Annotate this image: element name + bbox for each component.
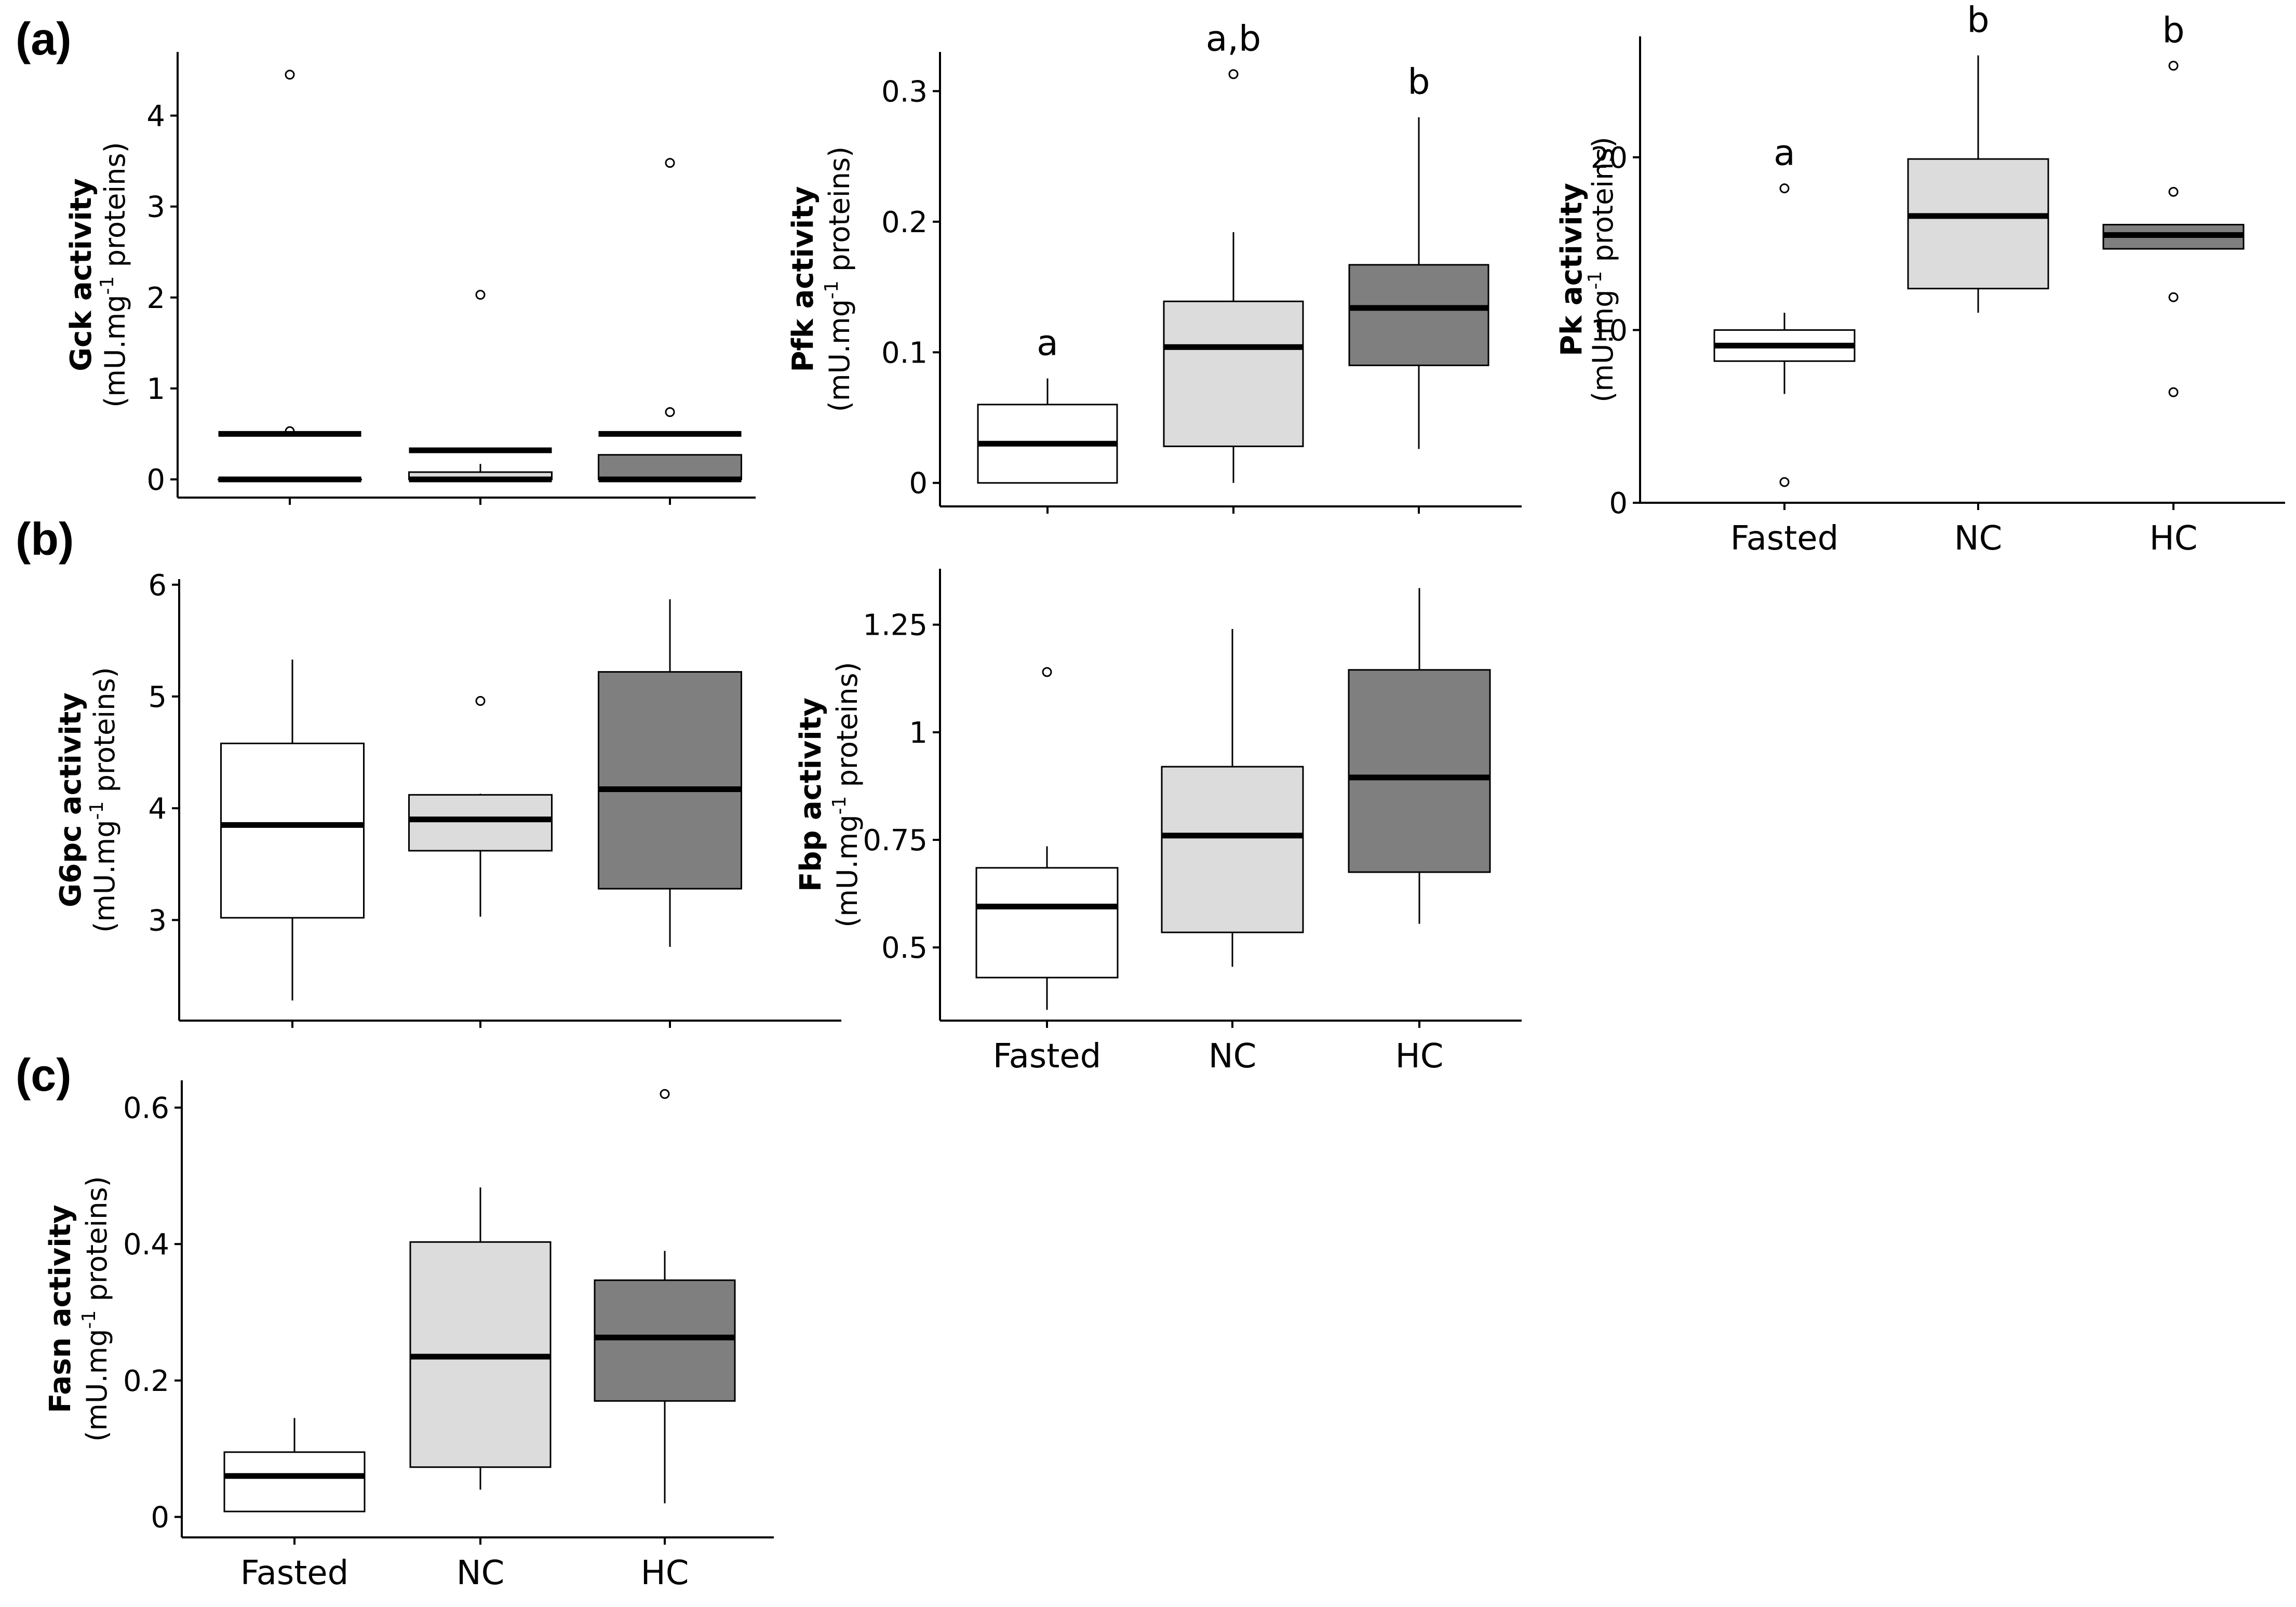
fbp-category-label: NC <box>1209 1037 1257 1076</box>
gck-activity-chart: 0 1 2 3 4 Gck activity (mU.mg-1 proteins) <box>64 52 756 505</box>
gck-y-tick-label: 0 <box>146 463 165 497</box>
fbp-fasted-outlier <box>1042 667 1052 677</box>
fasn-hc-box <box>594 1279 736 1402</box>
pk-category-label: HC <box>2150 519 2198 558</box>
gck-y-axis-title: Gck activity <box>64 178 98 371</box>
g6pc-y-axis-title: G6pc activity <box>54 692 88 907</box>
fbp-y-axis-unit: (mU.mg-1 proteins) <box>829 662 864 927</box>
pfk-hc-box <box>1348 264 1489 366</box>
fasn-hc-outlier <box>660 1089 670 1099</box>
gck-y-tick-label: 3 <box>146 191 165 224</box>
fbp-nc-box <box>1161 766 1304 933</box>
pfk-y-axis-unit: (mU.mg-1 proteins) <box>821 146 856 412</box>
gck-y-tick-label: 2 <box>146 282 165 315</box>
pk-nc-box <box>1907 158 2049 290</box>
pk-y-axis-unit: (mU.mg-1 proteins) <box>1585 137 1619 402</box>
gck-y-axis-unit: (mU.mg-1 proteins) <box>97 142 131 407</box>
gck-hc-box <box>598 454 742 480</box>
fbp-activity-chart: 0.5 0.75 1 1.25 Fasted NC HC Fbp activity (mU.mg… <box>794 569 1522 1076</box>
g6pc-fasted-box <box>220 742 365 919</box>
pk-hc-outlier <box>2168 61 2179 71</box>
fasn-category-label: Fasted <box>240 1554 349 1592</box>
pfk-nc-significance-letter: a,b <box>1206 19 1261 60</box>
fbp-category-label: Fasted <box>993 1037 1102 1076</box>
panel-label-a: (a) <box>16 13 72 64</box>
gck-y-tick-label: 1 <box>146 372 165 406</box>
gck-fasted-outlier <box>285 70 295 80</box>
pk-nc-significance-letter: b <box>1967 0 1989 41</box>
fbp-y-axis-title: Fbp activity <box>794 698 828 892</box>
pk-y-tick-label: 20 <box>1591 141 1628 175</box>
gck-y-tick-label: 4 <box>146 100 165 133</box>
pk-y-axis-title: Pk activity <box>1555 183 1589 356</box>
gck-fasted-outlier <box>285 426 295 436</box>
fasn-activity-chart: 0 0.2 0.4 0.6 Fasted NC HC Fasn activity (mU.mg-… <box>44 1080 774 1592</box>
g6pc-y-tick-label: 5 <box>148 680 167 714</box>
pk-fasted-significance-letter: a <box>1774 133 1795 174</box>
pfk-hc-significance-letter: b <box>1407 62 1430 103</box>
pfk-y-axis-title: Pfk activity <box>786 186 820 372</box>
pfk-y-tick-label: 0.3 <box>881 75 928 109</box>
fbp-fasted-box <box>975 867 1119 979</box>
fasn-y-axis-title: Fasn activity <box>44 1204 77 1413</box>
fasn-category-label: NC <box>456 1554 505 1592</box>
fasn-y-tick-label: 0.6 <box>123 1092 169 1126</box>
g6pc-y-tick-label: 4 <box>148 792 167 826</box>
pfk-fasted-significance-letter: a <box>1037 323 1058 364</box>
pk-y-tick-label: 10 <box>1591 314 1628 347</box>
g6pc-y-axis-unit: (mU.mg-1 proteins) <box>86 667 121 932</box>
fbp-y-tick-label: 1.25 <box>863 609 928 642</box>
pk-category-label: Fasted <box>1730 519 1839 558</box>
fasn-fasted-box <box>223 1451 366 1512</box>
pk-y-tick-label: 0 <box>1609 487 1628 520</box>
pk-hc-outlier <box>2168 292 2179 302</box>
pfk-y-tick-label: 0.1 <box>881 336 928 370</box>
pfk-activity-chart: 0 0.1 0.2 0.3 Pfk activity (mU.mg-1 proteins)… <box>786 19 1522 514</box>
fasn-y-tick-label: 0.4 <box>123 1228 169 1262</box>
pk-category-label: NC <box>1954 519 2003 558</box>
fbp-y-tick-label: 0.5 <box>881 931 928 965</box>
g6pc-nc-box <box>408 794 553 852</box>
pk-hc-outlier <box>2168 186 2179 197</box>
g6pc-activity-chart: 3 4 5 6 G6pc activity (mU.mg-1 proteins) <box>54 569 841 1028</box>
fbp-category-label: HC <box>1395 1037 1444 1076</box>
fasn-category-label: HC <box>641 1554 689 1592</box>
fasn-y-tick-label: 0 <box>151 1501 169 1535</box>
pk-activity-chart: 0 10 20 Fasted NC HC Pk activity(mU.mg-1 prote… <box>1555 0 2285 558</box>
fbp-hc-box <box>1348 669 1491 873</box>
fasn-y-axis-unit: (mU.mg-1 proteins) <box>78 1176 113 1441</box>
panel-label-c: (c) <box>16 1049 72 1101</box>
pk-fasted-outlier <box>1779 477 1790 487</box>
g6pc-hc-box <box>598 671 742 890</box>
g6pc-nc-outlier <box>475 696 486 706</box>
pfk-nc-outlier <box>1228 69 1239 79</box>
gck-hc-outlier <box>665 407 675 417</box>
pk-fasted-outlier <box>1779 183 1790 194</box>
g6pc-y-tick-label: 3 <box>148 904 167 938</box>
g6pc-y-tick-label: 6 <box>148 569 167 602</box>
pfk-y-tick-label: 0 <box>909 467 928 501</box>
panel-label-b: (b) <box>16 513 74 565</box>
fasn-y-tick-label: 0.2 <box>123 1364 169 1398</box>
pfk-y-tick-label: 0.2 <box>881 206 928 239</box>
pfk-nc-box <box>1163 300 1304 447</box>
pk-hc-significance-letter: b <box>2162 10 2184 51</box>
gck-hc-outlier <box>665 158 675 168</box>
fbp-y-tick-label: 1 <box>909 716 928 750</box>
pk-hc-outlier <box>2168 387 2179 397</box>
gck-nc-outlier <box>475 290 486 300</box>
fbp-y-tick-label: 0.75 <box>863 824 928 858</box>
